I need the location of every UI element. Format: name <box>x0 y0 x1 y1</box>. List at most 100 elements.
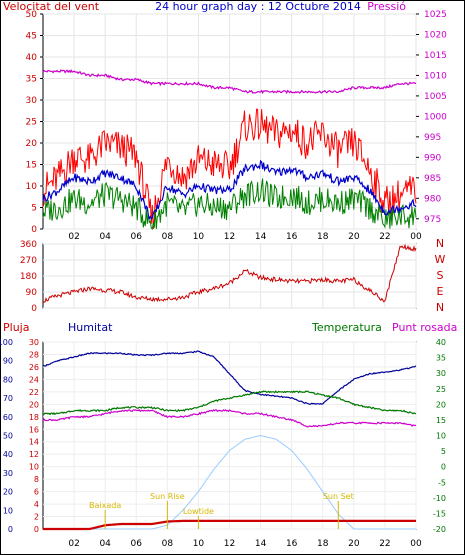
x-axis-label: 16 <box>286 232 298 242</box>
humidity-line <box>42 350 417 405</box>
x-axis-label: 12 <box>224 539 235 549</box>
temperature-line <box>43 390 417 416</box>
wind-gust-line <box>42 108 417 230</box>
temperature-axis-label: 30 <box>436 369 446 378</box>
x-axis-label: 16 <box>286 539 298 549</box>
pressure-axis-label: 1010 <box>424 71 447 81</box>
x-axis-label: 22 <box>379 232 390 242</box>
event-annotation: Sun Set <box>323 492 354 501</box>
rain-axis-label: 18 <box>29 413 39 422</box>
event-annotation: Baixada <box>89 501 121 510</box>
pressure-axis-label: 980 <box>424 194 441 204</box>
compass-label: N <box>436 301 444 314</box>
rain-axis-label: 4 <box>34 500 39 509</box>
temperature-axis-label: -5 <box>438 478 446 487</box>
temperature-axis-label: 5 <box>441 447 446 456</box>
wind-axis-label: 10 <box>26 182 38 192</box>
wind-axis-label: 25 <box>26 118 37 128</box>
x-axis-label: 22 <box>379 539 390 549</box>
humidity-axis-label: 70 <box>3 394 13 403</box>
humidity-label: Humitat <box>68 321 113 334</box>
rain-axis-label: 24 <box>29 375 39 384</box>
pressure-axis-label: 990 <box>424 153 441 163</box>
wind-low-line <box>42 178 417 231</box>
humidity-axis-label: 10 <box>3 506 13 515</box>
pressure-line <box>42 69 417 95</box>
temperature-label: Temperatura <box>311 321 382 334</box>
rain-axis-label: 10 <box>29 463 39 472</box>
humidity-axis-label: 30 <box>3 469 13 478</box>
direction-axis-label: 180 <box>20 272 37 282</box>
x-axis-label: 00 <box>410 232 422 242</box>
wind-axis-label: 35 <box>26 75 37 85</box>
compass-label: E <box>437 285 444 298</box>
pressure-axis-label: 1005 <box>424 92 447 102</box>
rain-axis-label: 2 <box>34 513 39 522</box>
rain-label: Pluja <box>3 321 29 334</box>
x-axis-label: 02 <box>68 539 79 549</box>
pressure-axis-label: 1020 <box>424 30 447 40</box>
rain-axis-label: 28 <box>29 350 39 359</box>
humidity-axis-label: 40 <box>3 450 13 459</box>
wind-axis-label: 50 <box>26 10 38 20</box>
graph-date-title: 24 hour graph day : 12 Octubre 2014 <box>155 0 361 13</box>
direction-axis-label: 0 <box>31 304 37 314</box>
rain-axis-label: 26 <box>29 363 39 372</box>
pressure-axis-label: 975 <box>424 215 441 225</box>
wind-axis-label: 40 <box>26 53 38 63</box>
wind-axis-label: 15 <box>26 161 37 171</box>
wind-speed-title: Velocitat del vent <box>3 0 100 13</box>
pressure-title: Pressió <box>367 0 406 13</box>
wind-axis-label: 20 <box>26 139 38 149</box>
pressure-axis-label: 1000 <box>424 112 447 122</box>
dew-point-label: Punt rosada <box>392 321 457 334</box>
x-axis-label: 08 <box>162 232 174 242</box>
humidity-axis-label: 90 <box>3 357 13 366</box>
compass-label: N <box>436 237 444 250</box>
temperature-axis-label: 20 <box>436 400 446 409</box>
rain-axis-label: 8 <box>34 475 39 484</box>
temperature-axis-label: -15 <box>433 509 446 518</box>
rain-axis-label: 14 <box>29 438 39 447</box>
temperature-axis-label: -20 <box>433 525 446 534</box>
x-axis-label: 06 <box>131 539 143 549</box>
humidity-axis-label: 100 <box>0 338 13 347</box>
wind-axis-label: 5 <box>31 204 37 214</box>
wind-average-line <box>42 159 417 221</box>
temperature-axis-label: 0 <box>441 463 446 472</box>
x-axis-label: 18 <box>317 539 329 549</box>
pressure-axis-label: 985 <box>424 174 441 184</box>
temperature-axis-label: -10 <box>433 494 446 503</box>
pressure-axis-label: 1015 <box>424 51 447 61</box>
wind-axis-label: 30 <box>26 96 38 106</box>
event-annotation: Sun Rise <box>150 492 185 501</box>
rain-axis-label: 20 <box>29 400 39 409</box>
humidity-axis-label: 20 <box>3 488 13 497</box>
direction-axis-label: 270 <box>20 256 37 266</box>
humidity-axis-label: 50 <box>3 432 13 441</box>
temperature-axis-label: 25 <box>436 385 446 394</box>
x-axis-label: 04 <box>99 232 111 242</box>
x-axis-label: 06 <box>131 232 143 242</box>
x-axis-label: 08 <box>162 539 174 549</box>
rain-axis-label: 12 <box>29 450 39 459</box>
event-annotation: Lowtide <box>183 507 214 516</box>
humidity-axis-label: 80 <box>3 375 13 384</box>
x-axis-label: 02 <box>68 232 79 242</box>
x-axis-label: 00 <box>410 539 422 549</box>
pressure-axis-label: 995 <box>424 133 441 143</box>
rain-axis-label: 6 <box>34 488 39 497</box>
rain-axis-label: 16 <box>29 425 39 434</box>
wind-axis-label: 45 <box>26 32 37 42</box>
x-axis-label: 14 <box>255 539 267 549</box>
humidity-axis-label: 0 <box>8 525 13 534</box>
direction-axis-label: 90 <box>26 288 38 298</box>
temperature-axis-label: 10 <box>436 432 446 441</box>
rain-axis-label: 0 <box>34 525 39 534</box>
compass-label: S <box>437 269 444 282</box>
x-axis-label: 12 <box>224 232 235 242</box>
